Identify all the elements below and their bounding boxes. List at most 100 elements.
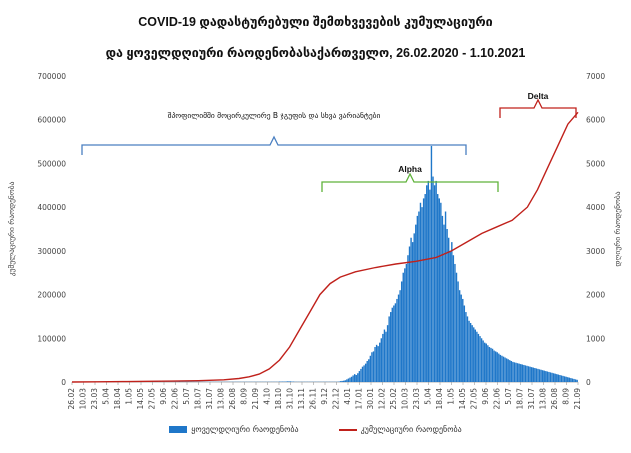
y-right-axis-label: დღიური რაოდენობა [613,191,622,266]
daily-bar [563,376,566,382]
daily-bar [487,345,489,382]
daily-bar [394,303,397,382]
daily-bar [549,372,552,382]
daily-bar [379,342,381,382]
daily-bar [560,375,563,382]
x-tick-label: 5.04 [102,388,111,405]
y-left-tick-label: 700000 [37,72,66,81]
daily-bar [386,325,389,382]
daily-bar [343,380,345,382]
daily-bar [361,366,364,382]
y-left-tick-label: 200000 [37,291,66,300]
daily-bar [400,281,403,382]
daily-bar [527,366,530,382]
x-tick-label: 31.10 [286,388,295,410]
cumulative-line [71,111,579,383]
daily-bar [360,368,362,382]
daily-bar [565,376,567,382]
daily-bar [421,207,423,382]
y-right-tick-label: 5000 [586,159,605,168]
x-tick-label: 31.07 [527,388,536,410]
daily-bar [391,307,393,382]
daily-bar [438,198,440,382]
daily-bar [573,378,575,382]
daily-bar [399,290,401,382]
x-tick-label: 26.02 [67,388,76,410]
daily-bar [344,380,346,382]
daily-bar [485,343,487,382]
daily-bar [424,194,426,382]
daily-bar [380,338,383,382]
daily-bar [473,327,475,382]
daily-bar [546,371,549,382]
daily-bar [571,378,574,382]
x-tick-label: 18.07 [516,388,525,410]
daily-bar [484,342,486,382]
x-tick-label: 9.12 [320,388,329,405]
daily-bar [523,364,525,382]
daily-bar [350,376,353,382]
daily-bar [427,180,430,382]
daily-bar [416,215,419,382]
x-tick-label: 5.07 [504,388,513,405]
daily-bar [556,374,558,382]
daily-bar [494,351,497,382]
x-tick-label: 9.06 [159,388,168,405]
x-tick-label: 12.02 [378,388,387,410]
x-tick-label: 13.11 [297,388,306,410]
daily-bar [397,294,400,382]
x-tick-label: 18.04 [435,388,444,410]
legend-item-cumulative: კუმულაციური რაოდენობა [338,425,462,434]
x-tick-label: 21.09 [251,388,260,410]
x-tick-label: 26.08 [550,388,559,410]
daily-bar [568,377,571,382]
daily-bar [289,381,292,382]
daily-bar [455,272,458,382]
daily-bar [540,369,542,382]
daily-bar [385,331,387,382]
daily-bar [488,347,491,382]
y-right-tick-label: 6000 [586,116,605,125]
y-right-tick-label: 0 [586,378,591,387]
daily-bar [507,359,509,382]
daily-bar [552,373,555,382]
daily-bar [482,340,484,382]
daily-bar [526,365,528,382]
y-left-axis-label: კუმულაციური რაოდენობა [7,181,16,276]
daily-bar [363,365,365,382]
x-tick-label: 25.02 [389,388,398,410]
annotation-alpha-bracket [321,172,499,192]
daily-bar [469,322,472,382]
x-tick-label: 10.03 [401,388,410,410]
daily-bar [513,362,516,382]
daily-bar [408,246,411,382]
x-tick-label: 17.01 [355,388,364,410]
daily-bar [567,377,569,382]
x-tick-label: 31.07 [205,388,214,410]
daily-bar [444,211,447,382]
daily-bar [288,381,290,382]
daily-bar [515,362,517,382]
daily-bar [460,294,462,382]
daily-bar [479,336,481,382]
x-tick-label: 9.06 [481,388,490,405]
x-tick-label: 13.08 [539,388,548,410]
daily-bar [454,263,456,382]
daily-bar [458,290,461,382]
daily-bar [531,367,533,382]
daily-bar [364,363,367,382]
daily-bar [480,338,483,382]
x-tick-label: 23.03 [412,388,421,410]
x-tick-label: 21.09 [573,388,582,410]
daily-bar [452,255,455,382]
daily-bar [516,363,519,382]
daily-bar [449,250,451,382]
daily-bar [366,361,368,382]
annotation-delta-label: Delta [528,91,549,101]
daily-bar [369,355,372,382]
x-tick-label: 5.07 [182,388,191,405]
annotation-original-label: შპოფილიმში მოცირკულირე B ჯგუფის და სხვა … [168,111,381,120]
daily-bar [396,298,398,382]
daily-bar [521,364,524,382]
